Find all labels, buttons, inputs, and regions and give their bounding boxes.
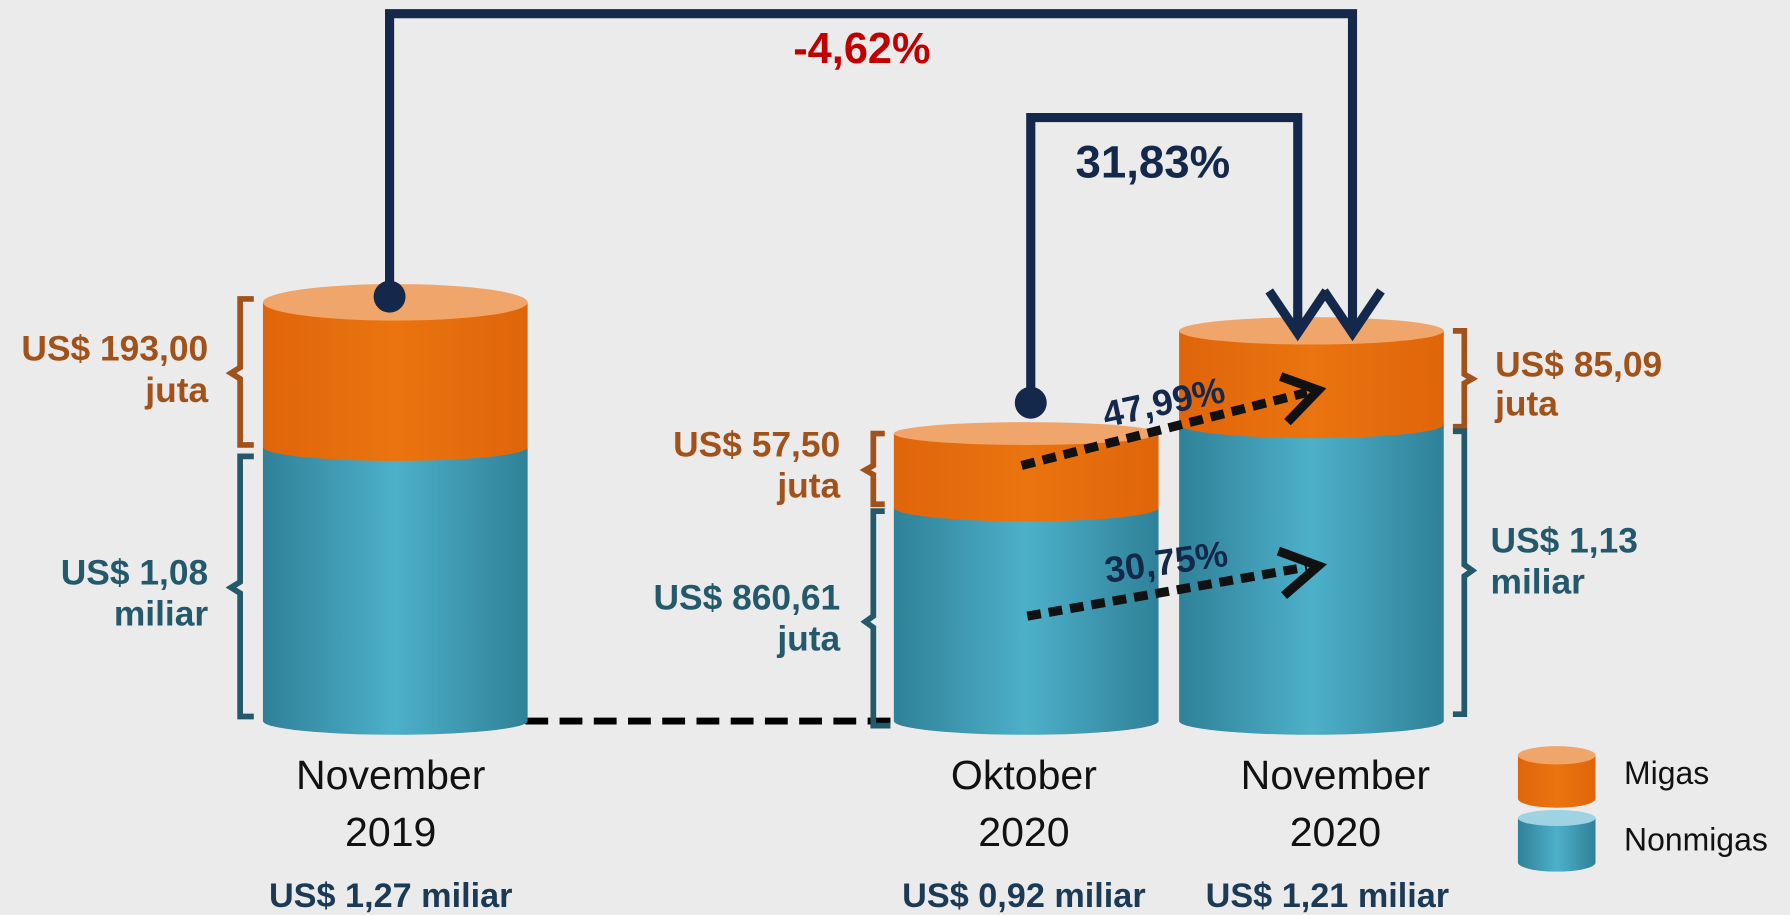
nonmigas-label: miliar (1491, 562, 1586, 601)
total-label: US$ 1,21 miliar (1206, 877, 1449, 915)
total-label: US$ 0,92 miliar (902, 877, 1145, 915)
period-label: November (1241, 752, 1430, 798)
period-label: 2020 (978, 809, 1069, 855)
migas-label: juta (144, 371, 208, 410)
period-label: 2020 (1290, 809, 1381, 855)
period-label: November (296, 752, 485, 798)
nonmigas-label: US$ 1,13 (1491, 521, 1638, 560)
migas-label: US$ 193,00 (21, 330, 208, 369)
total-label: US$ 1,27 miliar (269, 877, 512, 915)
cylinder (893, 422, 1159, 735)
migas-label: juta (776, 467, 840, 506)
migas-label: US$ 85,09 (1495, 346, 1662, 385)
arrow-dot (373, 280, 406, 313)
change-label: 31,83% (1075, 136, 1230, 187)
legend-label: Migas (1624, 755, 1709, 791)
brackets (225, 296, 1479, 729)
legend-label: Nonmigas (1624, 821, 1768, 857)
legend-icon (1517, 810, 1596, 872)
migas-label: juta (1494, 385, 1558, 424)
nonmigas-label: US$ 1,08 (61, 553, 208, 592)
nonmigas-label: juta (776, 620, 840, 659)
period-label: Oktober (951, 752, 1097, 798)
period-label: 2019 (345, 809, 436, 855)
arrow-dot (1014, 386, 1047, 419)
change-arrows (385, 9, 1385, 403)
nonmigas-label: US$ 860,61 (653, 578, 840, 617)
cylinder (262, 284, 528, 735)
migas-label: US$ 57,50 (673, 426, 840, 465)
legend-icon (1517, 746, 1596, 808)
dotted-arrows (1020, 372, 1328, 621)
change-label: -4,62% (793, 25, 930, 73)
nonmigas-label: miliar (114, 594, 209, 633)
